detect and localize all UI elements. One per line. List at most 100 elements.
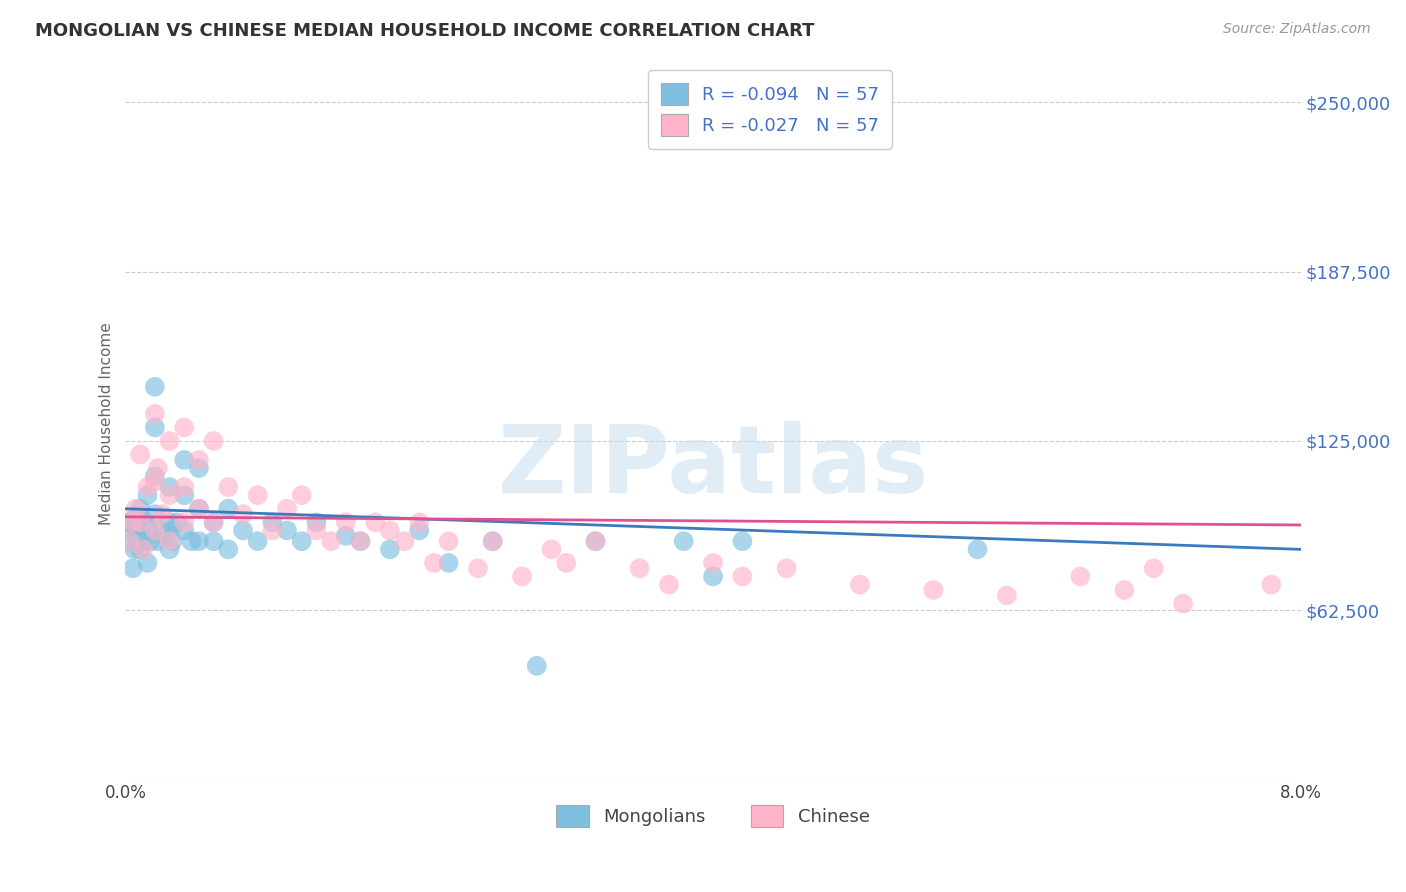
Point (276, 501, 298, 516)
Point (246, 534, 269, 549)
Point (202, 515, 225, 529)
Point (437, 556, 460, 570)
Point (132, 542, 155, 557)
Point (124, 542, 146, 557)
Point (378, 542, 401, 557)
Point (702, 569, 724, 583)
Point (1143, 561, 1166, 575)
Point (349, 534, 371, 549)
Point (202, 434, 225, 448)
Point (966, 542, 988, 557)
Point (143, 420, 166, 434)
Point (775, 561, 797, 575)
Point (159, 480, 181, 494)
Text: Source: ZipAtlas.com: Source: ZipAtlas.com (1223, 22, 1371, 37)
Point (143, 469, 166, 483)
Point (202, 515, 225, 529)
Point (540, 542, 562, 557)
Point (408, 524, 430, 538)
Point (173, 515, 195, 529)
Point (129, 521, 152, 535)
Point (136, 480, 159, 494)
Point (481, 534, 503, 549)
Point (121, 515, 143, 529)
Point (467, 561, 489, 575)
Text: MONGOLIAN VS CHINESE MEDIAN HOUSEHOLD INCOME CORRELATION CHART: MONGOLIAN VS CHINESE MEDIAN HOUSEHOLD IN… (35, 22, 814, 40)
Point (136, 488, 159, 502)
Point (585, 534, 607, 549)
Point (146, 461, 169, 475)
Point (143, 507, 166, 521)
Y-axis label: Median Household Income: Median Household Income (100, 323, 114, 525)
Point (364, 515, 387, 529)
Point (526, 658, 548, 673)
Point (120, 524, 142, 538)
Point (217, 501, 239, 516)
Point (136, 556, 159, 570)
Point (129, 448, 152, 462)
Point (187, 501, 209, 516)
Point (510, 569, 533, 583)
Point (173, 524, 195, 538)
Point (117, 515, 139, 529)
Point (173, 453, 195, 467)
Point (628, 561, 651, 575)
Point (731, 534, 754, 549)
Point (305, 524, 328, 538)
Point (118, 534, 141, 549)
Point (143, 524, 166, 538)
Point (276, 524, 298, 538)
Point (132, 534, 155, 549)
Point (129, 501, 152, 516)
Point (159, 515, 181, 529)
Point (291, 488, 314, 502)
Point (162, 534, 184, 549)
Point (702, 556, 724, 570)
Point (731, 569, 754, 583)
Point (159, 488, 181, 502)
Point (125, 509, 148, 524)
Point (922, 582, 945, 597)
Point (129, 515, 152, 529)
Point (262, 515, 284, 529)
Point (134, 515, 156, 529)
Point (335, 529, 357, 543)
Point (262, 524, 284, 538)
Point (217, 480, 239, 494)
Point (159, 524, 181, 538)
Point (139, 534, 162, 549)
Point (995, 588, 1018, 602)
Point (1069, 569, 1091, 583)
Point (1114, 582, 1136, 597)
Point (143, 380, 166, 394)
Point (187, 501, 209, 516)
Point (121, 561, 143, 575)
Point (672, 534, 695, 549)
Point (180, 534, 202, 549)
Point (291, 534, 314, 549)
Point (187, 461, 209, 475)
Point (394, 534, 416, 549)
Point (150, 524, 173, 538)
Point (1171, 597, 1194, 611)
Point (232, 507, 254, 521)
Point (159, 542, 181, 557)
Point (146, 534, 169, 549)
Point (150, 507, 173, 521)
Point (246, 488, 269, 502)
Point (125, 501, 148, 516)
Point (408, 515, 430, 529)
Point (585, 534, 607, 549)
Point (127, 529, 149, 543)
Point (173, 480, 195, 494)
Point (217, 542, 239, 557)
Point (232, 524, 254, 538)
Point (423, 556, 446, 570)
Point (159, 434, 181, 448)
Point (481, 534, 503, 549)
Text: ZIPatlas: ZIPatlas (498, 421, 929, 513)
Point (321, 534, 343, 549)
Point (159, 534, 181, 549)
Point (143, 407, 166, 421)
Point (187, 453, 209, 467)
